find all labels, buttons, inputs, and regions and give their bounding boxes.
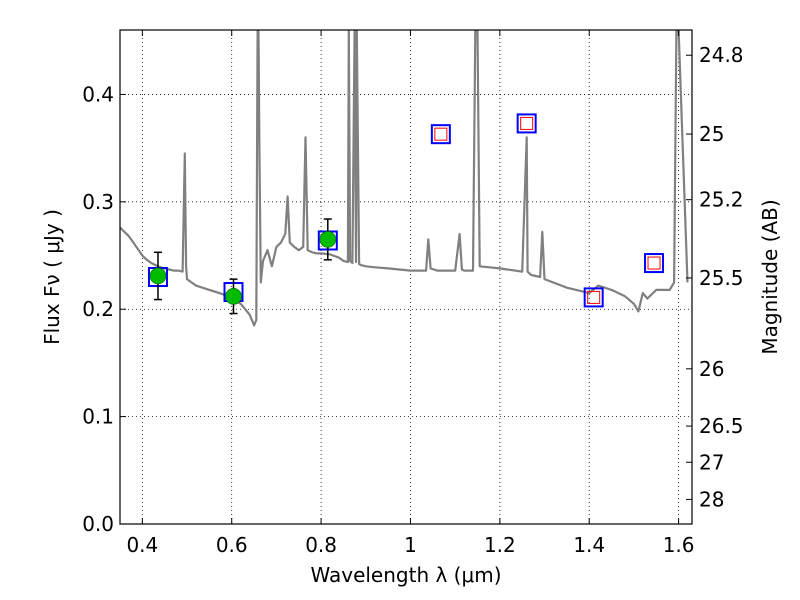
- y-tick-label: 0.4: [82, 82, 114, 106]
- right-tick-label: 26.5: [699, 414, 744, 438]
- inner-photometry-box: [587, 290, 601, 304]
- model-photometry-box: [516, 113, 537, 134]
- x-tick-label: 1: [404, 533, 417, 557]
- model-photometry-box: [644, 253, 665, 274]
- plot-content: [120, 30, 689, 327]
- observed-data-point: [149, 267, 167, 285]
- x-axis-title: Wavelength λ (μm): [310, 563, 501, 587]
- right-axis-title: Magnitude (AB): [758, 199, 782, 354]
- right-tick-label: 25.2: [699, 188, 744, 212]
- inner-photometry-box: [520, 116, 534, 130]
- right-tick-label: 26: [699, 357, 724, 381]
- right-tick-label: 27: [699, 450, 724, 474]
- x-tick-label: 0.6: [216, 533, 248, 557]
- inner-photometry-box: [434, 127, 448, 141]
- y-tick-label: 0.0: [82, 512, 114, 536]
- plot-area: [120, 30, 692, 524]
- grid-lines: [120, 30, 692, 524]
- x-tick-label: 1.4: [573, 533, 605, 557]
- model-spectrum-line: [120, 30, 689, 327]
- observed-data-point: [225, 288, 242, 305]
- x-tick-label: 1.2: [484, 533, 516, 557]
- right-tick-label: 25: [699, 122, 724, 146]
- right-tick-label: 28: [699, 487, 724, 511]
- y-axis-title: Flux Fν ( μJy ): [40, 209, 64, 345]
- observed-data-point: [319, 231, 337, 248]
- model-photometry-box: [430, 124, 451, 145]
- y-tick-label: 0.2: [82, 297, 114, 321]
- right-tick-label: 24.8: [699, 43, 744, 67]
- axis-ticks: 0.4 0.6 0.8 1 1.2 1.4 1.6 0.0 0.1 0.2 0.3 0.4 24.8 25…: [82, 30, 744, 557]
- right-tick-label: 25.5: [699, 266, 744, 290]
- y-tick-label: 0.3: [82, 190, 114, 214]
- y-tick-label: 0.1: [82, 405, 114, 429]
- inner-photometry-box: [647, 256, 661, 270]
- x-tick-label: 1.6: [663, 533, 695, 557]
- model-photometry-box: [583, 287, 604, 308]
- x-tick-label: 0.4: [126, 533, 158, 557]
- x-tick-label: 0.8: [305, 533, 337, 557]
- plot-frame: [119, 29, 693, 525]
